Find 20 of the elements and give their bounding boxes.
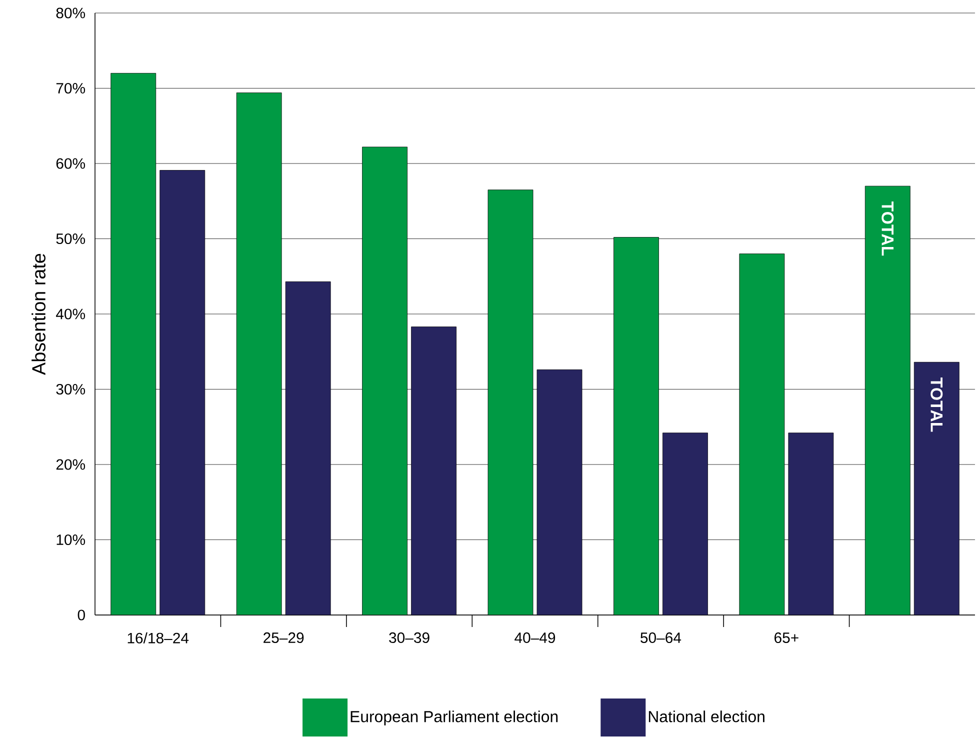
x-tick-label: 16/18–24 (128, 632, 189, 644)
x-tick-label: 30–39 (389, 632, 430, 644)
annotation: TOTAL (882, 201, 894, 256)
y-tick-label: 30% (56, 384, 86, 395)
annotation: TOTAL (930, 378, 943, 432)
x-tick-label: 40–49 (514, 632, 556, 644)
y-tick-label: 20% (56, 459, 86, 470)
legend-label: National election (648, 710, 764, 722)
y-tick-label: 70% (56, 82, 86, 94)
legend-label: European Parliament election (350, 710, 558, 726)
y-tick-label: 60% (56, 158, 86, 169)
y-axis-title: Absention rate (32, 254, 46, 376)
x-tick-label: 65+ (774, 632, 798, 644)
y-tick-label: 80% (56, 8, 86, 18)
y-tick-label: 40% (56, 308, 86, 320)
x-tick-label: 50–64 (640, 632, 682, 644)
y-tick-label: 0 (78, 610, 85, 620)
y-tick-label: 50% (56, 233, 86, 244)
y-tick-label: 10% (56, 534, 86, 546)
x-tick-label: 25–29 (264, 632, 304, 644)
